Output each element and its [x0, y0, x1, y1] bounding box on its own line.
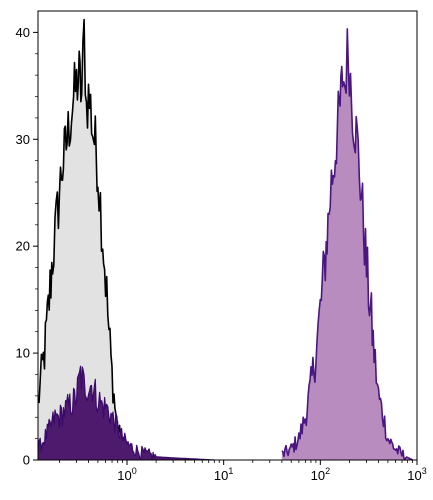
- x-axis: 100 101 102 103: [59, 460, 427, 483]
- plot-frame: [37, 10, 418, 461]
- y-axis: 0 10 20 30 40: [16, 25, 38, 468]
- y-tick-label: 20: [16, 239, 30, 254]
- series-layer: [37, 18, 413, 461]
- series-stained: [281, 28, 413, 461]
- x-tick-label: 100: [117, 466, 136, 483]
- series-stained-area: [281, 28, 413, 461]
- x-tick-label: 102: [311, 466, 330, 483]
- x-tick-label: 101: [214, 466, 233, 483]
- y-tick-label: 0: [23, 453, 30, 468]
- series-dim-line: [37, 365, 215, 461]
- series-isotype-area: [38, 19, 131, 460]
- y-tick-label: 40: [16, 25, 30, 40]
- series-stained-line: [281, 28, 413, 461]
- series-isotype: [37, 18, 132, 461]
- y-tick-label: 30: [16, 132, 30, 147]
- x-tick-label: 103: [407, 466, 426, 483]
- y-tick-label: 10: [16, 346, 30, 361]
- series-dim: [37, 365, 215, 461]
- series-dim-area: [38, 366, 215, 460]
- series-isotype-line: [37, 18, 132, 461]
